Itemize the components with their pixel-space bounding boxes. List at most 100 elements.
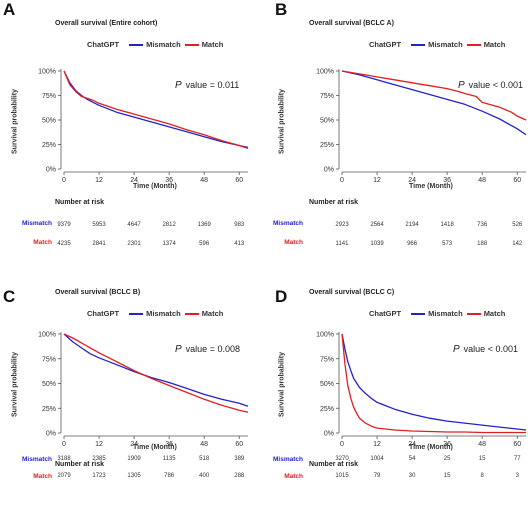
x-tick-label: 12: [373, 441, 381, 448]
x-tick-label: 36: [443, 177, 451, 184]
risk-label-mismatch: Mismatch: [273, 220, 303, 227]
legend: ChatGPT Mismatch Match: [369, 40, 505, 49]
legend-swatch-match: [466, 312, 481, 315]
x-tick-label: 48: [200, 177, 208, 184]
x-tick-label: 60: [513, 441, 521, 448]
risk-value-match: 1141: [335, 241, 349, 247]
number-at-risk-header: Number at risk: [309, 461, 359, 468]
x-tick-label: 12: [95, 441, 103, 448]
number-at-risk-header: Number at risk: [55, 461, 105, 468]
risk-value-mismatch: 983: [234, 222, 245, 228]
risk-value-match: 2841: [92, 241, 106, 247]
p-value-text: value < 0.001: [463, 344, 518, 354]
series-line-match: [63, 70, 249, 150]
risk-value-match: 142: [512, 241, 523, 247]
panel-c: C Overall survival (BCLC B) ChatGPT Mism…: [0, 253, 265, 506]
risk-label-mismatch: Mismatch: [22, 456, 52, 463]
y-tick-label: 0%: [46, 167, 56, 174]
legend-swatch-mismatch: [411, 43, 426, 46]
y-tick-label: 0%: [324, 167, 334, 174]
legend-title: ChatGPT: [369, 309, 402, 318]
y-tick-label: 100%: [316, 69, 334, 76]
x-tick-label: 60: [235, 441, 243, 448]
legend-swatch-match: [184, 312, 199, 315]
x-axis-label: Time (Month): [409, 183, 453, 190]
risk-value-mismatch: 9379: [57, 222, 71, 228]
y-tick-label: 75%: [42, 93, 56, 100]
risk-label-mismatch: Mismatch: [22, 220, 52, 227]
series-line-match: [63, 333, 249, 413]
y-tick-label: 0%: [46, 431, 56, 438]
p-value-text: value = 0.008: [185, 344, 240, 354]
panel-label: D: [275, 287, 288, 306]
p-symbol: P: [175, 344, 182, 355]
survival-plot: 0% 25% 50% 75% 100% 0 12 24 36 48 60: [38, 69, 249, 184]
y-tick-label: 50%: [42, 381, 56, 388]
risk-value-mismatch: 526: [512, 222, 523, 228]
chart-title: Overall survival (BCLC C): [309, 289, 395, 296]
p-symbol: P: [458, 80, 465, 91]
risk-value-match: 1015: [335, 473, 349, 479]
legend-title: ChatGPT: [369, 40, 402, 49]
risk-value-match: 1723: [92, 473, 106, 479]
x-tick-label: 24: [130, 441, 138, 448]
panel-label: B: [275, 0, 288, 19]
x-tick-label: 0: [62, 441, 66, 448]
panel-b: B Overall survival (BCLC A) ChatGPT Mism…: [265, 0, 530, 253]
x-tick-label: 60: [235, 177, 243, 184]
risk-value-match: 1305: [127, 473, 141, 479]
risk-value-mismatch: 2923: [335, 222, 349, 228]
risk-value-match: 786: [164, 473, 175, 479]
risk-value-mismatch: 389: [234, 456, 245, 462]
series-line-mismatch: [63, 70, 249, 149]
y-tick-label: 50%: [42, 118, 56, 125]
legend-swatch-match: [184, 43, 199, 46]
risk-value-mismatch: 4647: [127, 222, 141, 228]
legend-label-match: Match: [201, 309, 224, 318]
legend-swatch-match: [466, 43, 481, 46]
number-at-risk-header: Number at risk: [55, 199, 105, 206]
risk-value-mismatch: 1418: [440, 222, 454, 228]
legend-label-match: Match: [483, 40, 506, 49]
risk-value-mismatch: 1135: [162, 456, 176, 462]
number-at-risk-header: Number at risk: [309, 199, 359, 206]
legend-title: ChatGPT: [87, 40, 120, 49]
risk-value-match: 1374: [162, 241, 176, 247]
legend-swatch-mismatch: [129, 312, 144, 315]
risk-value-mismatch: 1004: [370, 456, 384, 462]
risk-value-match: 400: [199, 473, 210, 479]
risk-value-match: 413: [234, 241, 245, 247]
x-tick-label: 0: [340, 441, 344, 448]
risk-value-mismatch: 15: [478, 456, 486, 462]
chart-title: Overall survival (BCLC B): [55, 289, 141, 296]
risk-value-match: 288: [234, 473, 245, 479]
series-line-mismatch: [341, 333, 527, 431]
risk-value-mismatch: 77: [513, 456, 521, 462]
risk-value-match: 79: [373, 473, 381, 479]
survival-plot: 0% 25% 50% 75% 100% 0 12 24 36 48 60: [38, 332, 249, 448]
series-line-mismatch: [341, 70, 527, 136]
risk-label-match: Match: [284, 239, 303, 246]
risk-value-match: 4235: [57, 241, 71, 247]
x-axis-label: Time (Month): [133, 183, 177, 190]
x-tick-label: 0: [340, 177, 344, 184]
legend-swatch-mismatch: [129, 43, 144, 46]
x-tick-label: 60: [513, 177, 521, 184]
x-tick-label: 36: [165, 441, 173, 448]
legend-label-mismatch: Mismatch: [146, 40, 181, 49]
x-tick-label: 12: [95, 177, 103, 184]
panel-d: D Overall survival (BCLC C) ChatGPT Mism…: [265, 253, 530, 506]
x-tick-label: 48: [200, 441, 208, 448]
y-tick-label: 75%: [320, 356, 334, 363]
risk-value-match: 1039: [370, 241, 384, 247]
risk-value-match: 966: [407, 241, 418, 247]
risk-value-mismatch: 3270: [335, 456, 349, 462]
p-value-text: value = 0.011: [185, 80, 240, 90]
legend-swatch-mismatch: [411, 312, 426, 315]
risk-value-match: 30: [408, 473, 416, 479]
survival-plot: 0% 25% 50% 75% 100% 0 12 24 36 48 60: [316, 332, 527, 448]
legend: ChatGPT Mismatch Match: [369, 309, 505, 318]
legend: ChatGPT Mismatch Match: [87, 309, 223, 318]
risk-value-match: 573: [442, 241, 453, 247]
